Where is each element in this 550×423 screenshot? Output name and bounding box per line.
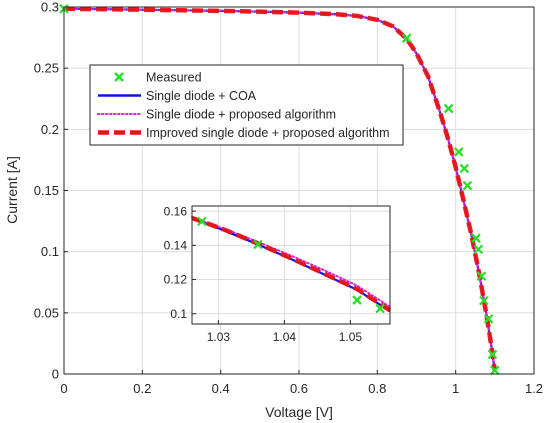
inset-plot-area: 1.03 1.04 1.05 0.1 0.12 0.14 0.16	[164, 204, 392, 344]
x-tick-label: 0.2	[133, 381, 151, 396]
inset-x-tick-labels: 1.03 1.04 1.05	[207, 330, 363, 344]
legend-entry: Single diode + proposed algorithm	[97, 108, 336, 122]
legend-box	[89, 64, 404, 146]
measured-point	[462, 180, 473, 191]
measured-point	[483, 314, 494, 324]
inset-axes-frame	[191, 205, 391, 325]
y-tick-label: 0.05	[34, 305, 59, 320]
legend: Measured Single diode + COA Single diode +…	[89, 64, 404, 146]
x-axis-label: Voltage [V]	[265, 404, 333, 420]
measured-point	[352, 295, 362, 305]
legend-entry: Improved single diode + proposed algorit…	[98, 126, 390, 140]
y-tick-label: 0.3	[41, 0, 59, 15]
measured-point	[479, 295, 489, 306]
measured-point	[487, 349, 498, 360]
measured-point	[476, 271, 487, 281]
x-tick-label: 0.6	[290, 381, 308, 396]
measured-point	[197, 216, 207, 227]
legend-label: Measured	[146, 71, 202, 85]
main-series-layer	[59, 4, 500, 376]
inset-grid	[192, 206, 390, 324]
y-tick-label: 0.1	[41, 244, 59, 259]
main-x-tick-labels: 0 0.2 0.4 0.6 0.8 1 1.2	[60, 381, 543, 396]
x-tick-label: 1	[452, 381, 459, 396]
x-tick-label: 0.4	[212, 381, 230, 396]
measured-point	[473, 244, 484, 254]
x-tick-label: 1.03	[207, 330, 231, 344]
inset-y-tick-labels: 0.1 0.12 0.14 0.16	[164, 204, 188, 321]
legend-entry: Measured	[114, 71, 202, 85]
legend-entry: Single diode + COA	[98, 89, 257, 103]
measured-point	[253, 239, 263, 250]
legend-label: Single diode + proposed algorithm	[146, 108, 336, 122]
legend-entries: Measured Single diode + COA Single diode +…	[97, 71, 390, 140]
series-line-improved-single-diode-proposed-algorithm	[191, 215, 392, 313]
y-tick-label: 0.15	[34, 183, 59, 198]
x-tick-label: 0.8	[368, 381, 386, 396]
legend-label: Single diode + COA	[146, 89, 257, 103]
y-tick-label: 0	[52, 367, 59, 382]
measured-point	[443, 103, 454, 114]
measured-point	[490, 365, 500, 376]
legend-label: Improved single diode + proposed algorit…	[146, 126, 390, 140]
measured-point	[459, 163, 470, 174]
y-tick-label: 0.25	[34, 61, 59, 76]
series-line-improved-single-diode-proposed-algorithm	[63, 6, 498, 371]
x-tick-label: 1.04	[273, 330, 297, 344]
y-tick-label: 0.2	[41, 122, 59, 137]
y-axis-label: Current [A]	[4, 156, 20, 224]
x-tick-label: 0	[60, 381, 67, 396]
x-tick-label: 1.2	[525, 381, 543, 396]
inset-series-layer	[191, 215, 392, 314]
y-tick-label: 0.14	[164, 239, 188, 253]
y-tick-label: 0.16	[164, 204, 188, 218]
y-tick-label: 0.1	[170, 307, 187, 321]
legend-marker	[114, 72, 124, 82]
main-y-tick-labels: 0 0.05 0.1 0.15 0.2 0.25 0.3	[34, 0, 59, 382]
x-tick-label: 1.05	[339, 330, 363, 344]
main-axes-frame	[63, 6, 535, 375]
y-tick-label: 0.12	[164, 273, 188, 287]
measured-point	[401, 33, 412, 43]
measured-point	[471, 233, 481, 243]
inset-plot-background	[192, 206, 390, 324]
measured-point	[454, 147, 464, 157]
measured-point	[375, 303, 385, 314]
